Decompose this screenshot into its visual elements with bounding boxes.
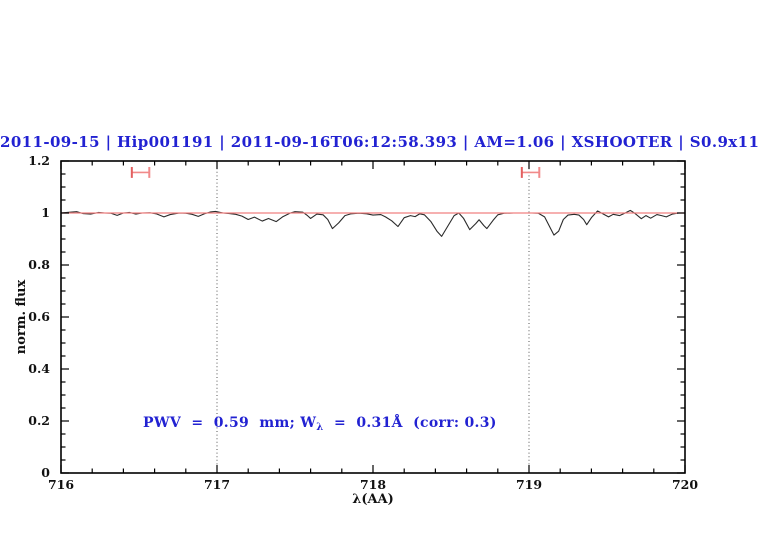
- y-tick-label: 0.4: [28, 361, 50, 376]
- y-tick-label: 1: [41, 205, 50, 220]
- pwv-annotation: PWV = 0.59 mm; Wλ = 0.31Å (corr: 0.3): [143, 415, 497, 433]
- x-tick-label: 718: [359, 477, 387, 492]
- observed-spectrum-line: [60, 209, 686, 237]
- x-axis-label: λ(AA): [352, 492, 394, 507]
- y-tick-label: 0.6: [28, 309, 50, 324]
- y-tick-label: 0.8: [28, 257, 50, 272]
- y-tick-label: 0.2: [28, 413, 50, 428]
- x-tick-label: 720: [671, 477, 699, 492]
- pwv-annotation-suffix: = 0.31Å (corr: 0.3): [323, 415, 497, 431]
- x-tick-label: 719: [515, 477, 543, 492]
- y-tick-label: 1.2: [28, 153, 50, 168]
- x-tick-label: 717: [203, 477, 231, 492]
- pwv-annotation-prefix: PWV = 0.59 mm; W: [143, 415, 317, 431]
- y-tick-label: 0: [41, 465, 50, 480]
- pwv-annotation-subscript: λ: [316, 422, 324, 433]
- plot-title: 2011-09-15 | Hip001191 | 2011-09-16T06:1…: [0, 133, 760, 151]
- x-tick-label: 716: [47, 477, 75, 492]
